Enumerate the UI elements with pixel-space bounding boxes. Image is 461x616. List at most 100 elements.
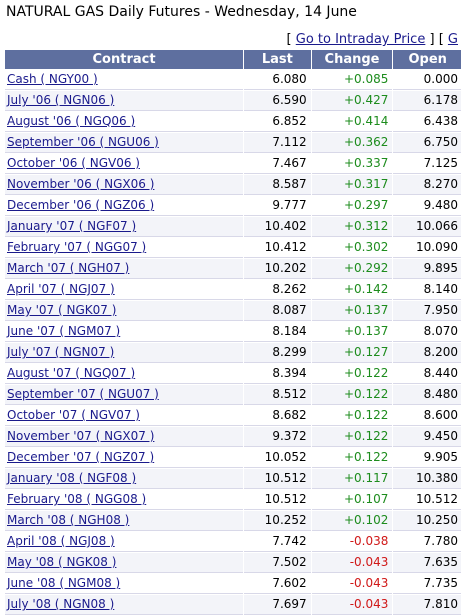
contract-link[interactable]: December '07 ( NGZ07 ) <box>7 450 155 464</box>
change-cell: +0.122 <box>311 364 393 384</box>
contract-link[interactable]: July '07 ( NGN07 ) <box>7 345 115 359</box>
table-row: Cash ( NGY00 ) 6.080 +0.085 0.000 <box>5 70 461 90</box>
open-cell: 8.140 <box>393 280 461 300</box>
contract-link[interactable]: January '08 ( NGF08 ) <box>7 471 137 485</box>
contract-link[interactable]: March '08 ( NGH08 ) <box>7 513 130 527</box>
contract-cell: August '06 ( NGQ06 ) <box>5 112 244 132</box>
last-cell: 6.852 <box>244 112 311 132</box>
intraday-price-link[interactable]: Go to Intraday Price <box>295 32 426 47</box>
contract-link[interactable]: July '06 ( NGN06 ) <box>7 93 115 107</box>
contract-link[interactable]: October '07 ( NGV07 ) <box>7 408 140 422</box>
contract-cell: August '07 ( NGQ07 ) <box>5 364 244 384</box>
contract-link[interactable]: September '06 ( NGU06 ) <box>7 135 159 149</box>
table-row: March '08 ( NGH08 ) 10.252 +0.102 10.250 <box>5 511 461 531</box>
table-row: December '07 ( NGZ07 ) 10.052 +0.122 9.905 <box>5 448 461 468</box>
secondary-link[interactable]: G <box>447 32 458 47</box>
last-cell: 10.512 <box>244 469 311 489</box>
contract-cell: March '07 ( NGH07 ) <box>5 259 244 279</box>
change-cell: -0.038 <box>311 532 393 552</box>
open-cell: 8.600 <box>393 406 461 426</box>
change-cell: +0.122 <box>311 385 393 405</box>
open-cell: 10.090 <box>393 238 461 258</box>
table-row: June '08 ( NGM08 ) 7.602 -0.043 7.735 <box>5 574 461 594</box>
open-cell: 9.905 <box>393 448 461 468</box>
contract-cell: September '06 ( NGU06 ) <box>5 133 244 153</box>
open-cell: 10.250 <box>393 511 461 531</box>
last-cell: 7.742 <box>244 532 311 552</box>
contract-link[interactable]: August '07 ( NGQ07 ) <box>7 366 136 380</box>
contract-cell: July '08 ( NGN08 ) <box>5 595 244 615</box>
contract-link[interactable]: October '06 ( NGV06 ) <box>7 156 140 170</box>
change-cell: +0.122 <box>311 448 393 468</box>
open-cell: 8.480 <box>393 385 461 405</box>
contract-cell: September '07 ( NGU07 ) <box>5 385 244 405</box>
contract-cell: January '07 ( NGF07 ) <box>5 217 244 237</box>
contract-link[interactable]: June '07 ( NGM07 ) <box>7 324 121 338</box>
change-cell: -0.043 <box>311 553 393 573</box>
contract-link[interactable]: November '07 ( NGX07 ) <box>7 429 155 443</box>
contract-link[interactable]: November '06 ( NGX06 ) <box>7 177 155 191</box>
change-cell: +0.337 <box>311 154 393 174</box>
last-cell: 10.412 <box>244 238 311 258</box>
table-row: September '06 ( NGU06 ) 7.112 +0.362 6.750 <box>5 133 461 153</box>
contract-link[interactable]: May '08 ( NGK08 ) <box>7 555 117 569</box>
contract-cell: July '07 ( NGN07 ) <box>5 343 244 363</box>
contract-link[interactable]: May '07 ( NGK07 ) <box>7 303 117 317</box>
change-cell: +0.302 <box>311 238 393 258</box>
table-row: February '07 ( NGG07 ) 10.412 +0.302 10.090 <box>5 238 461 258</box>
open-cell: 7.125 <box>393 154 461 174</box>
contract-link[interactable]: September '07 ( NGU07 ) <box>7 387 159 401</box>
contract-cell: June '07 ( NGM07 ) <box>5 322 244 342</box>
last-cell: 7.602 <box>244 574 311 594</box>
link-bar: [ Go to Intraday Price ] [ G <box>0 32 458 48</box>
contract-link[interactable]: August '06 ( NGQ06 ) <box>7 114 136 128</box>
open-cell: 10.066 <box>393 217 461 237</box>
last-cell: 8.587 <box>244 175 311 195</box>
contract-link[interactable]: March '07 ( NGH07 ) <box>7 261 130 275</box>
change-cell: +0.292 <box>311 259 393 279</box>
table-row: November '07 ( NGX07 ) 9.372 +0.122 9.450 <box>5 427 461 447</box>
contract-link[interactable]: December '06 ( NGZ06 ) <box>7 198 155 212</box>
table-row: August '06 ( NGQ06 ) 6.852 +0.414 6.438 <box>5 112 461 132</box>
last-cell: 10.202 <box>244 259 311 279</box>
last-cell: 10.252 <box>244 511 311 531</box>
contract-cell: Cash ( NGY00 ) <box>5 70 244 90</box>
contract-link[interactable]: April '08 ( NGJ08 ) <box>7 534 115 548</box>
open-cell: 0.000 <box>393 70 461 90</box>
contract-link[interactable]: February '08 ( NGG08 ) <box>7 492 147 506</box>
table-row: March '07 ( NGH07 ) 10.202 +0.292 9.895 <box>5 259 461 279</box>
change-cell: +0.362 <box>311 133 393 153</box>
contract-link[interactable]: July '08 ( NGN08 ) <box>7 597 115 611</box>
contract-link[interactable]: January '07 ( NGF07 ) <box>7 219 137 233</box>
change-cell: +0.122 <box>311 406 393 426</box>
last-cell: 8.394 <box>244 364 311 384</box>
contract-cell: October '07 ( NGV07 ) <box>5 406 244 426</box>
open-cell: 8.200 <box>393 343 461 363</box>
last-cell: 10.052 <box>244 448 311 468</box>
contract-link[interactable]: February '07 ( NGG07 ) <box>7 240 147 254</box>
contract-link[interactable]: Cash ( NGY00 ) <box>7 72 98 86</box>
page-title: NATURAL GAS Daily Futures - Wednesday, 1… <box>6 4 357 20</box>
link-bracket-close: ] <box>429 32 435 47</box>
change-cell: +0.102 <box>311 511 393 531</box>
link-bracket-open: [ <box>286 32 292 47</box>
contract-link[interactable]: April '07 ( NGJ07 ) <box>7 282 115 296</box>
open-cell: 7.635 <box>393 553 461 573</box>
table-row: July '08 ( NGN08 ) 7.697 -0.043 7.810 <box>5 595 461 615</box>
last-cell: 8.299 <box>244 343 311 363</box>
open-cell: 9.450 <box>393 427 461 447</box>
table-row: June '07 ( NGM07 ) 8.184 +0.137 8.070 <box>5 322 461 342</box>
contract-link[interactable]: June '08 ( NGM08 ) <box>7 576 121 590</box>
last-cell: 7.697 <box>244 595 311 615</box>
table-row: August '07 ( NGQ07 ) 8.394 +0.122 8.440 <box>5 364 461 384</box>
change-cell: +0.107 <box>311 490 393 510</box>
contract-cell: May '07 ( NGK07 ) <box>5 301 244 321</box>
last-cell: 9.372 <box>244 427 311 447</box>
contract-cell: April '08 ( NGJ08 ) <box>5 532 244 552</box>
change-cell: -0.043 <box>311 595 393 615</box>
change-cell: +0.085 <box>311 70 393 90</box>
last-cell: 7.467 <box>244 154 311 174</box>
table-header-row: Contract Last Change Open <box>5 50 461 69</box>
change-cell: +0.137 <box>311 322 393 342</box>
header-contract: Contract <box>5 50 244 69</box>
